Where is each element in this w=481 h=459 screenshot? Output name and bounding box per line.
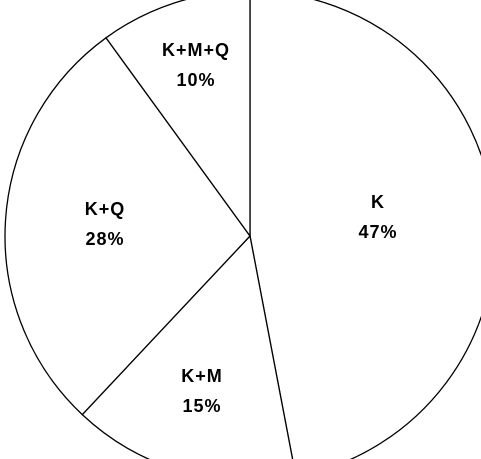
pie-slice-k	[249, 0, 481, 459]
slice-name-label-k-q: K+Q	[85, 199, 126, 219]
slice-name-label-k: K	[371, 192, 385, 212]
slice-name-label-k-m: K+M	[181, 366, 223, 386]
pie-slice-k-m-q	[105, 0, 251, 239]
slice-value-label-k-m-q: 10%	[176, 70, 215, 90]
slice-value-label-k-q: 28%	[85, 229, 124, 249]
slice-value-label-k-m: 15%	[182, 396, 221, 416]
pie-slice-k-q	[4, 36, 251, 416]
slice-value-label-k: 47%	[358, 222, 397, 242]
pie-slice-k-m	[81, 234, 294, 459]
slice-name-label-k-m-q: K+M+Q	[162, 40, 230, 60]
